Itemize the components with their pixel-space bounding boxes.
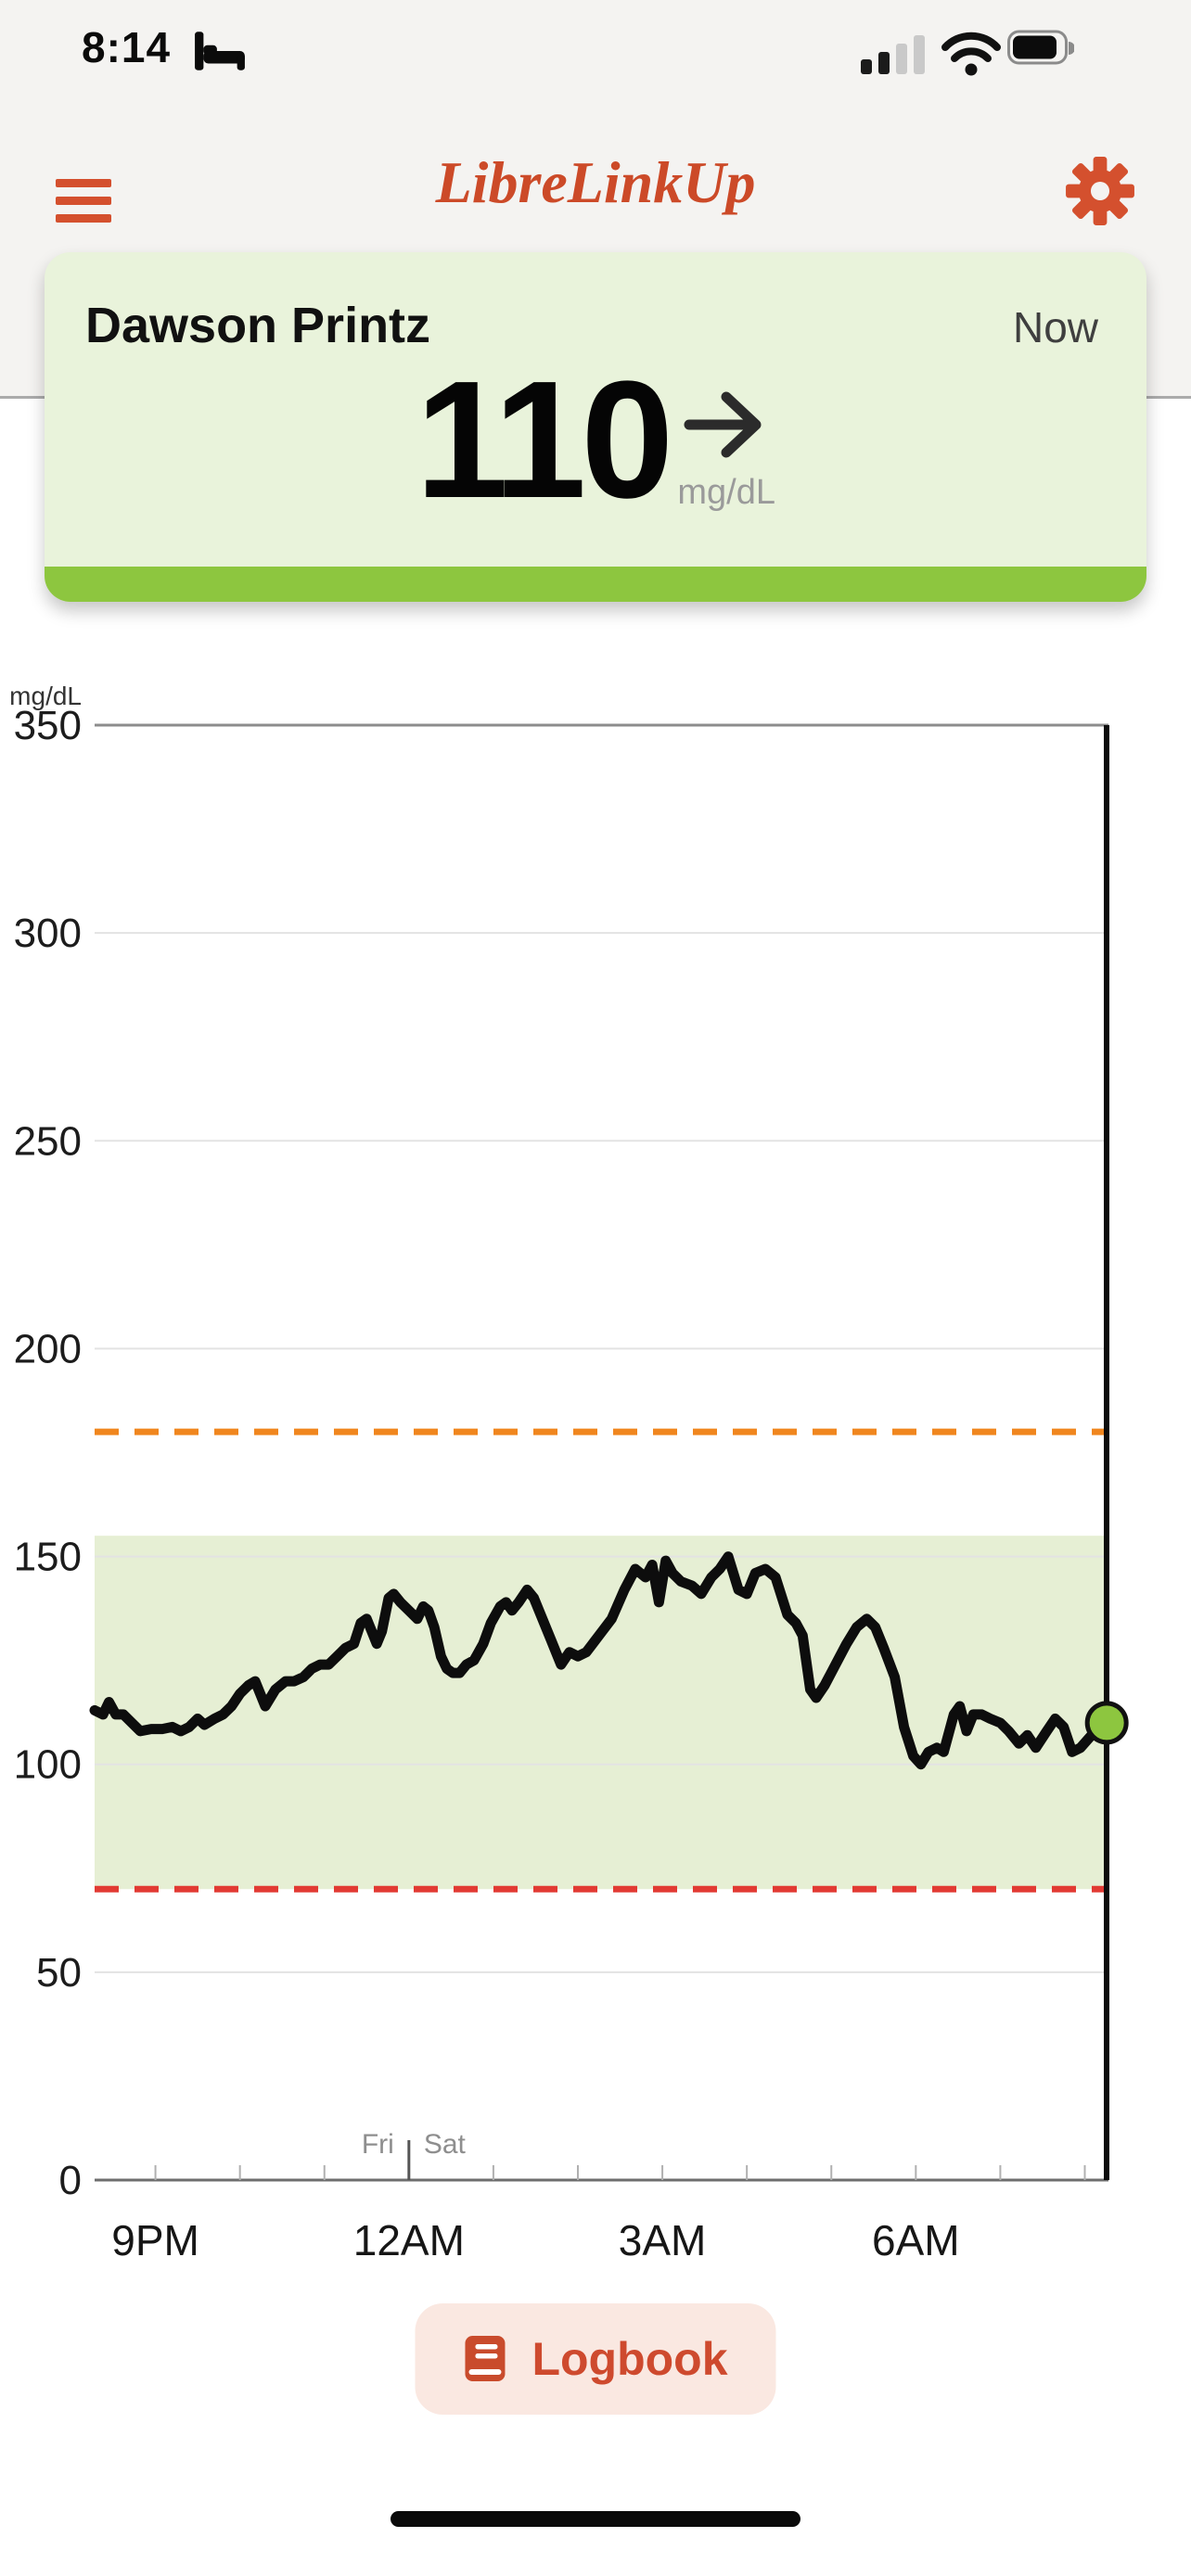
- y-tick-label: 50: [36, 1950, 82, 1996]
- settings-gear-icon[interactable]: [1065, 156, 1135, 226]
- logbook-button[interactable]: Logbook: [415, 2303, 776, 2415]
- y-tick-label: 0: [59, 2158, 82, 2203]
- book-icon: [465, 2336, 506, 2381]
- y-tick-label: 300: [14, 911, 82, 956]
- menu-button[interactable]: [56, 179, 111, 223]
- y-tick-label: 200: [14, 1326, 82, 1371]
- home-indicator[interactable]: [391, 2511, 800, 2527]
- trend-arrow-right-icon: [684, 391, 762, 458]
- day-label-left: Fri: [362, 2129, 394, 2160]
- app-title: LibreLinkUp: [435, 149, 756, 215]
- y-axis-unit-label: mg/dL: [9, 686, 82, 710]
- in-range-status-strip: [45, 567, 1146, 602]
- glucose-unit: mg/dL: [677, 473, 775, 512]
- battery-icon: [1007, 30, 1074, 65]
- reading-time-label: Now: [1012, 303, 1098, 351]
- sleep-mode-icon: [195, 32, 245, 70]
- status-time: 8:14: [82, 23, 172, 71]
- y-tick-label: 250: [14, 1118, 82, 1164]
- patient-glucose-card[interactable]: Dawson Printz Now 110 mg/dL: [45, 252, 1146, 602]
- glucose-history-chart[interactable]: 350 300 250 200 150 100 50 0 mg/dL Fri Sat 9PM 12AM 3…: [0, 686, 1191, 2281]
- current-glucose-point: [1084, 1701, 1129, 1745]
- wifi-icon: [941, 32, 1001, 76]
- x-tick-label: 6AM: [872, 2216, 960, 2264]
- day-label-right: Sat: [424, 2129, 467, 2160]
- cellular-signal-icon: [861, 35, 925, 74]
- patient-name: Dawson Printz: [85, 298, 431, 353]
- glucose-curve: [89, 1551, 1112, 1770]
- glucose-value: 110: [415, 347, 673, 533]
- target-range-band: [95, 1536, 1108, 1890]
- y-tick-label: 350: [14, 703, 82, 748]
- x-tick-label: 3AM: [619, 2216, 707, 2264]
- y-tick-label: 100: [14, 1742, 82, 1788]
- x-tick-label: 9PM: [111, 2216, 199, 2264]
- y-tick-label: 150: [14, 1535, 82, 1580]
- logbook-label: Logbook: [531, 2333, 728, 2385]
- x-tick-label: 12AM: [353, 2216, 465, 2264]
- hamburger-icon: [56, 179, 111, 187]
